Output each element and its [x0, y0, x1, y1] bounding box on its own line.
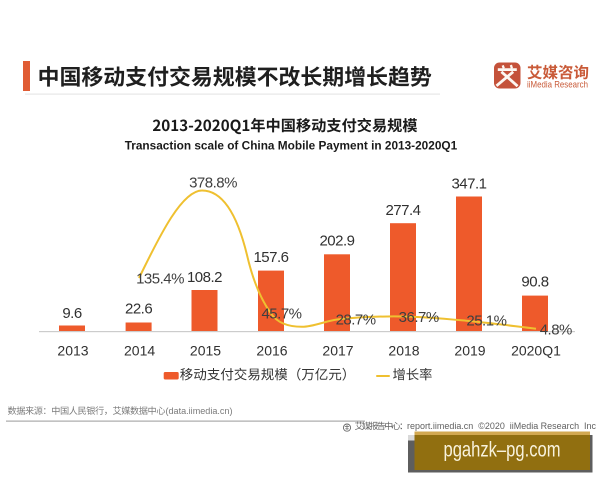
- svg-text:90.8: 90.8: [521, 274, 548, 291]
- svg-text:report.iimedia.cn ©2020 iiMe: report.iimedia.cn ©2020 iiMedia Research…: [407, 421, 596, 431]
- svg-text:2016: 2016: [256, 343, 287, 359]
- svg-text:347.1: 347.1: [451, 176, 486, 193]
- svg-text:36.7%: 36.7%: [399, 309, 439, 326]
- svg-text:22.6: 22.6: [125, 301, 152, 318]
- svg-text:28.7%: 28.7%: [336, 312, 376, 329]
- svg-text:202.9: 202.9: [319, 233, 354, 250]
- svg-text:2013: 2013: [57, 343, 88, 359]
- svg-text:108.2: 108.2: [187, 269, 222, 286]
- svg-text:2017: 2017: [322, 343, 353, 359]
- svg-text:2014: 2014: [124, 343, 155, 359]
- svg-text:9.6: 9.6: [62, 305, 82, 322]
- svg-text:2020Q1: 2020Q1: [511, 343, 561, 359]
- svg-text:2019: 2019: [454, 343, 485, 359]
- svg-text:135.4%: 135.4%: [136, 271, 184, 288]
- svg-text:277.4: 277.4: [385, 202, 420, 219]
- svg-text:2015: 2015: [190, 343, 221, 359]
- svg-text:378.8%: 378.8%: [189, 175, 237, 192]
- svg-text:Transaction scale of China Mob: Transaction scale of China Mobile Paymen…: [125, 139, 458, 153]
- svg-text:25.1%: 25.1%: [466, 313, 506, 330]
- svg-text:pgahzk–pg.com: pgahzk–pg.com: [444, 439, 561, 462]
- svg-text:iiMedia Research: iiMedia Research: [527, 80, 588, 90]
- svg-text:2018: 2018: [388, 343, 419, 359]
- svg-text:4.8%: 4.8%: [540, 322, 572, 339]
- svg-text:(data.iimedia.cn): (data.iimedia.cn): [166, 406, 233, 416]
- svg-text:45.7%: 45.7%: [261, 306, 301, 323]
- svg-text:157.6: 157.6: [253, 249, 288, 266]
